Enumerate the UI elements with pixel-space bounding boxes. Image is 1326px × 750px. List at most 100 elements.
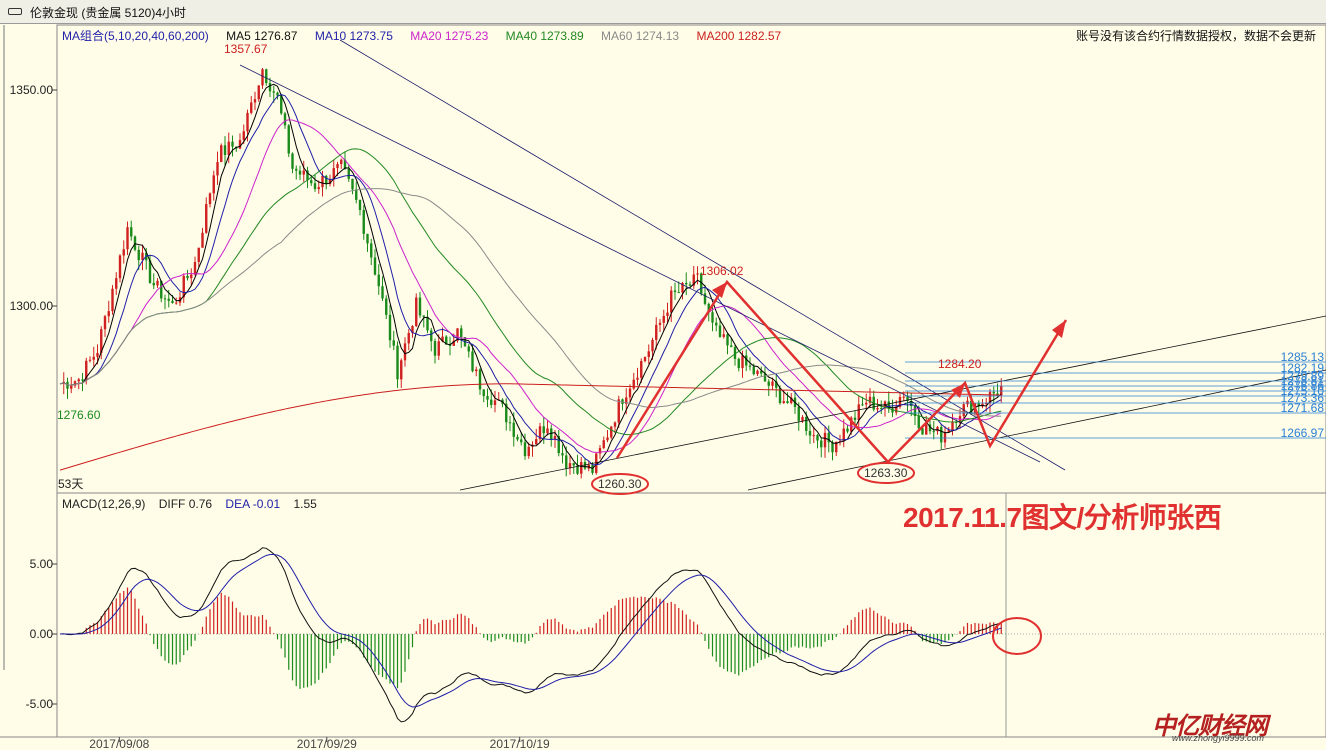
candle-body: [486, 396, 489, 400]
candle-body: [122, 249, 125, 256]
data-authorization-notice: 账号没有该合约行情数据授权，数据不会更新: [1075, 29, 1316, 43]
candle-body: [261, 69, 264, 86]
trend-line: [339, 39, 1066, 471]
candle-body: [298, 170, 302, 175]
macd-diff: DIFF 0.76: [158, 497, 213, 511]
candle-body: [711, 312, 714, 323]
candle-body: [786, 401, 789, 404]
candle-body: [850, 417, 853, 432]
candle-body: [358, 199, 362, 211]
candle-body: [81, 379, 84, 381]
candle-body: [205, 204, 208, 233]
candle-body: [955, 421, 958, 423]
candle-body: [737, 358, 740, 369]
candle-body: [231, 141, 234, 147]
candle-body: [77, 379, 80, 382]
candle-body: [355, 189, 358, 200]
candle-body: [366, 233, 369, 244]
candle-body: [336, 164, 339, 169]
candle-body: [606, 437, 609, 441]
candle-body: [407, 332, 410, 344]
candle-body: [377, 274, 380, 287]
candle-body: [992, 391, 995, 394]
candle-body: [970, 400, 973, 414]
ma-legend: MA组合(5,10,20,40,60,200) MA5 1276.87 MA10…: [62, 27, 795, 44]
candle-body: [340, 159, 343, 165]
candle-body: [816, 435, 819, 441]
candle-body: [895, 406, 898, 413]
candle-body: [853, 417, 857, 420]
candle-body: [193, 261, 197, 275]
ma40-line: [59, 148, 1002, 436]
price-annotation: 1263.30: [864, 466, 908, 480]
candle-body: [598, 448, 602, 454]
candle-body: [595, 453, 598, 473]
candle-body: [471, 351, 474, 372]
candle-body: [940, 426, 943, 443]
ma10-value: MA10 1273.75: [314, 29, 393, 43]
candle-body: [576, 465, 579, 474]
candle-body: [760, 370, 763, 374]
candle-body: [332, 168, 335, 180]
candle-body: [216, 162, 219, 176]
candle-body: [92, 356, 95, 360]
candle-body: [790, 397, 793, 404]
candle-body: [557, 436, 560, 454]
candle-body: [321, 175, 324, 188]
candle-body: [422, 315, 425, 317]
price-annotation: 53天: [58, 477, 83, 491]
candle-body: [733, 347, 737, 359]
candle-body: [220, 145, 223, 163]
candle-body: [887, 401, 890, 409]
candle-body: [223, 145, 227, 155]
candle-body: [625, 397, 628, 404]
chart-window-icon: [8, 8, 22, 15]
trend-line: [459, 315, 1326, 491]
candle-body: [730, 345, 733, 348]
candle-body: [782, 401, 785, 404]
candle-body: [512, 422, 515, 437]
macd-histogram-group: [63, 587, 1002, 689]
candle-body: [778, 387, 782, 404]
candle-body: [385, 298, 388, 315]
candle-body: [137, 249, 140, 261]
candle-body: [685, 282, 688, 285]
candle-body: [572, 463, 575, 466]
candle-body: [306, 170, 309, 181]
candle-body: [433, 341, 437, 356]
candle-body: [636, 377, 639, 380]
ma20-value: MA20 1275.23: [410, 29, 489, 43]
candle-body: [516, 436, 519, 440]
candle-body: [565, 455, 568, 469]
candle-body: [175, 302, 178, 304]
candle-body: [505, 403, 508, 423]
candle-body: [148, 260, 152, 283]
candle-body: [381, 286, 384, 299]
candle-body: [362, 210, 365, 234]
candle-body: [482, 389, 485, 397]
candle-body: [741, 355, 744, 369]
candle-body: [846, 428, 849, 432]
candle-body: [805, 416, 808, 431]
candle-body: [268, 83, 272, 92]
candle-body: [670, 290, 673, 313]
candle-body: [182, 276, 185, 298]
candle-body: [227, 141, 230, 155]
candle-body: [343, 159, 347, 170]
ma5-line: [59, 83, 1002, 469]
candle-body: [272, 91, 275, 93]
candle-body: [748, 365, 752, 367]
candle-body: [396, 345, 399, 380]
candle-body: [317, 187, 320, 190]
candle-body: [610, 426, 613, 438]
candle-body: [460, 328, 463, 338]
watermark-url: www.zhongyi9999.com: [1172, 733, 1265, 743]
candle-body: [107, 311, 110, 317]
candle-body: [722, 334, 725, 337]
candle-body: [553, 436, 557, 440]
candle-body: [535, 439, 538, 445]
fib-level-label: 1285.13: [1281, 350, 1325, 364]
candle-body: [662, 315, 665, 323]
macd-dea: DEA -0.01: [225, 497, 281, 511]
